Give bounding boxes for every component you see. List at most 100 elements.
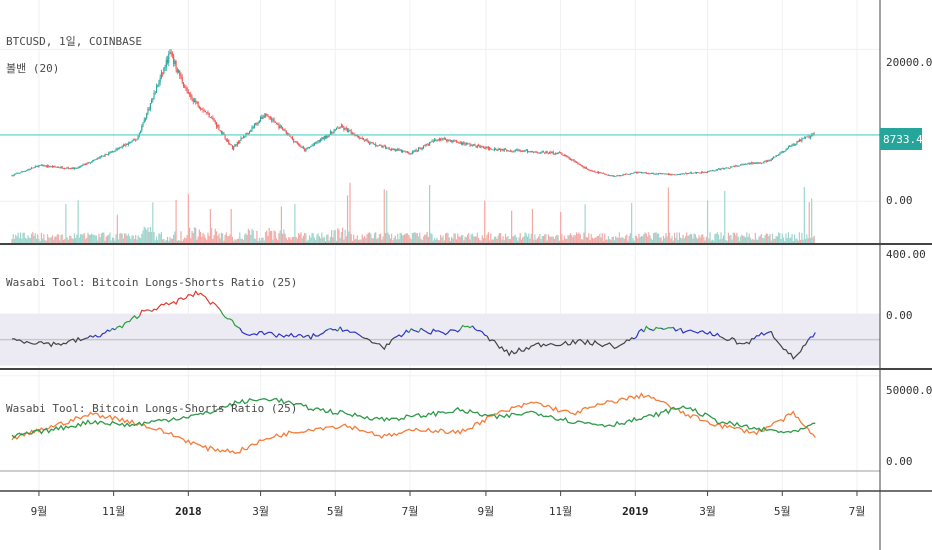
candle-body [66,167,68,169]
volume-bar [313,237,316,243]
candle-body [495,148,497,151]
volume-bar [782,237,785,243]
candle-body [300,146,302,148]
candle-body [550,151,552,153]
candle-body [705,172,707,174]
candle-body [767,160,769,162]
volume-bar [235,240,237,243]
volume-bar [443,240,445,243]
longs-shorts-panel[interactable] [0,392,880,472]
candle-body [258,120,260,124]
candle-body [694,172,696,174]
candle-body [598,171,600,174]
volume-bar [435,239,437,243]
candle-body [612,175,614,177]
volume-bar [160,231,163,243]
candle-body [511,150,513,152]
candle-body [589,170,591,172]
candle-body [299,144,301,147]
volume-bar [583,232,585,243]
candle-body [522,151,524,152]
volume-bar [732,232,734,243]
candle-body [653,173,655,175]
candle-body [524,150,526,151]
volume-bar [337,228,339,243]
volume-bar [708,238,710,243]
candle-body [758,162,760,164]
candle-body [279,125,281,129]
volume-bar [354,239,356,243]
volume-bar [526,236,529,243]
candle-body [335,127,338,130]
volume-bar [594,237,596,243]
volume-bar [506,237,508,243]
volume-bar [13,238,16,243]
volume-bar [153,232,155,243]
candle-body [513,150,515,152]
volume-bar [113,237,115,243]
candle-body [677,174,679,175]
volume-bar [40,232,42,243]
candle-body [551,152,553,153]
volume-bar [110,240,112,243]
volume-bar [428,184,431,243]
volume-bar [274,231,276,243]
candle-body [689,172,691,174]
volume-bar [513,235,515,243]
candle-body [519,149,521,152]
volume-bar [485,238,487,243]
volume-bar [487,232,489,243]
candle-body [804,137,807,138]
volume-bar [740,236,742,243]
volume-bar [697,238,699,243]
candle-body [360,138,362,139]
volume-bar [709,232,711,243]
candle-body [51,166,53,167]
candle-body [642,172,644,174]
volume-bar [703,236,705,243]
ratio-segment [112,327,116,331]
volume-bar [375,232,377,243]
time-axis[interactable]: 9월 11월 2018 3월 5월 7월 9월 11월 2019 3월 5월 7월 [31,491,866,518]
price-panel[interactable] [0,48,880,243]
candle-body [284,129,286,131]
volume-bar [159,234,161,243]
volume-bar [114,240,116,243]
ratio-segment [643,325,650,333]
candle-body [606,174,608,176]
candle-body [451,140,453,143]
volume-bar [108,234,110,243]
volume-bar [386,190,388,243]
volume-bar [716,232,718,243]
candle-body [560,152,562,154]
candle-body [48,165,50,167]
candle-body [322,137,324,140]
volume-bar [784,240,786,243]
candle-body [628,174,630,175]
candle-body [140,130,142,133]
volume-bar [665,232,667,243]
volume-bar [736,232,738,243]
volume-bar [261,237,263,243]
candle-body [792,144,794,146]
candle-body [449,140,451,142]
candle-body [579,163,581,166]
volume-bar [259,240,262,243]
candle-body [486,146,488,148]
candle-body [413,151,415,153]
volume-bar [351,240,354,243]
volume-bar [56,234,58,243]
candle-body [621,175,623,177]
candle-body [65,168,67,170]
volume-bar [283,229,285,243]
volume-bar [808,202,810,243]
ratio-panel[interactable] [0,290,880,366]
volume-bar [727,232,729,243]
candle-body [567,156,569,158]
volume-bar [81,233,83,243]
candle-body [294,141,296,143]
candle-body [424,145,426,147]
candle-body [419,147,421,149]
volume-bar [789,238,791,243]
